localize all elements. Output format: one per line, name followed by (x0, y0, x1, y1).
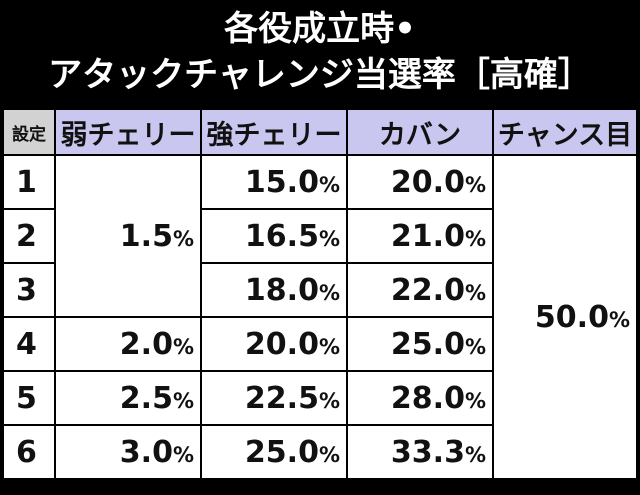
percent-sign: % (318, 172, 340, 197)
chance-eye-value: 50.0 (534, 299, 609, 335)
percent-sign: % (172, 226, 194, 251)
header-chance-eye: チャンス目 (492, 108, 638, 156)
table-row: 1 1.5% 15.0% 20.0% 50.0% (2, 154, 638, 480)
percent-sign: % (318, 280, 340, 305)
weak-cherry-cell: 1.5% (54, 154, 202, 318)
percent-sign: % (172, 388, 194, 413)
setting-cell: 1 (2, 154, 56, 210)
strong-cherry-value: 16.5 (244, 218, 319, 254)
chance-eye-cell: 50.0% (492, 154, 638, 480)
weak-cherry-value: 1.5 (119, 218, 173, 254)
bag-cell: 21.0% (346, 208, 494, 264)
bag-value: 33.3 (390, 434, 465, 470)
percent-sign: % (172, 334, 194, 359)
setting-cell: 2 (2, 208, 56, 264)
title-line-2: アタックチャレンジ当選率［高確］ (48, 55, 592, 95)
header-weak-cherry: 弱チェリー (54, 108, 202, 156)
bag-cell: 28.0% (346, 370, 494, 426)
strong-cherry-cell: 16.5% (200, 208, 348, 264)
bag-cell: 25.0% (346, 316, 494, 372)
percent-sign: % (318, 388, 340, 413)
percent-sign: % (464, 172, 486, 197)
bag-value: 28.0 (390, 380, 465, 416)
weak-cherry-value: 2.5 (119, 380, 173, 416)
title-line-1: 各役成立時• (224, 9, 416, 49)
percent-sign: % (464, 226, 486, 251)
weak-cherry-cell: 3.0% (54, 424, 202, 480)
bag-value: 25.0 (390, 326, 465, 362)
percent-sign: % (318, 226, 340, 251)
percent-sign: % (464, 334, 486, 359)
percent-sign: % (464, 280, 486, 305)
percent-sign: % (318, 334, 340, 359)
weak-cherry-cell: 2.0% (54, 316, 202, 372)
table-row: 3 18.0% 22.0% (2, 262, 637, 318)
page-title: 各役成立時• アタックチャレンジ当選率［高確］ (0, 0, 640, 106)
header-row: 設定 弱チェリー 強チェリー カバン チャンス目 (2, 108, 638, 156)
table-row: 2 16.5% 21.0% (2, 208, 637, 264)
header-strong-cherry: 強チェリー (200, 108, 348, 156)
strong-cherry-value: 20.0 (244, 326, 319, 362)
bag-cell: 20.0% (346, 154, 494, 210)
strong-cherry-cell: 18.0% (200, 262, 348, 318)
table-row: 6 3.0% 25.0% 33.3% (2, 424, 637, 480)
strong-cherry-value: 18.0 (244, 272, 319, 308)
weak-cherry-value: 3.0 (119, 434, 173, 470)
probability-table: 設定 弱チェリー 強チェリー カバン チャンス目 1 1.5% 15.0% 20… (2, 108, 638, 480)
setting-cell: 5 (2, 370, 56, 426)
setting-cell: 6 (2, 424, 56, 480)
percent-sign: % (464, 442, 486, 467)
bag-value: 20.0 (390, 164, 465, 200)
header-bag: カバン (346, 108, 494, 156)
strong-cherry-cell: 15.0% (200, 154, 348, 210)
percent-sign: % (464, 388, 486, 413)
strong-cherry-value: 25.0 (244, 434, 319, 470)
percent-sign: % (318, 442, 340, 467)
strong-cherry-value: 22.5 (244, 380, 319, 416)
strong-cherry-cell: 25.0% (200, 424, 348, 480)
bag-cell: 33.3% (346, 424, 494, 480)
strong-cherry-cell: 22.5% (200, 370, 348, 426)
weak-cherry-cell: 2.5% (54, 370, 202, 426)
strong-cherry-cell: 20.0% (200, 316, 348, 372)
percent-sign: % (608, 307, 630, 332)
percent-sign: % (172, 442, 194, 467)
bag-cell: 22.0% (346, 262, 494, 318)
setting-cell: 4 (2, 316, 56, 372)
strong-cherry-value: 15.0 (244, 164, 319, 200)
setting-cell: 3 (2, 262, 56, 318)
bag-value: 21.0 (390, 218, 465, 254)
table-row: 4 2.0% 20.0% 25.0% (2, 316, 637, 372)
table-row: 5 2.5% 22.5% 28.0% (2, 370, 637, 426)
header-setting: 設定 (2, 108, 56, 156)
weak-cherry-value: 2.0 (119, 326, 173, 362)
bag-value: 22.0 (390, 272, 465, 308)
